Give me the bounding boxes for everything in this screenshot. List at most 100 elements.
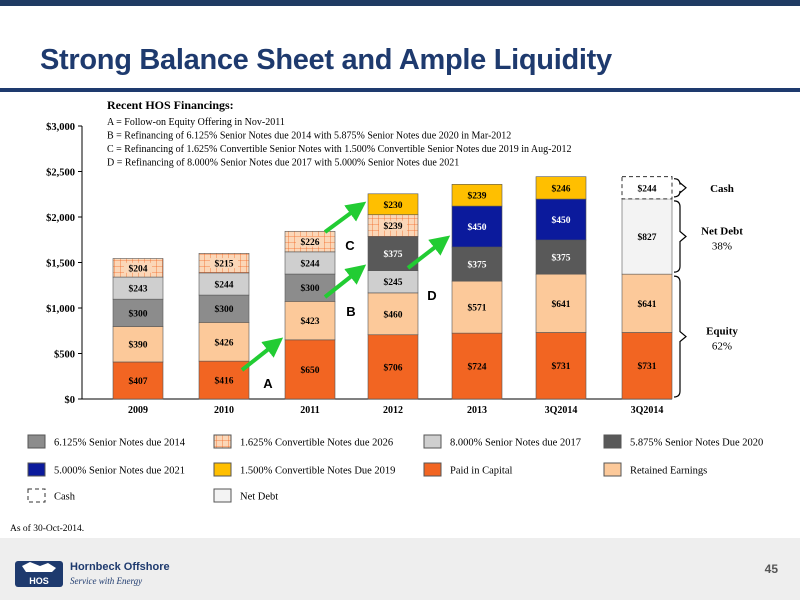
arrow-label: B [346,304,355,319]
annotation-line: A = Follow-on Equity Offering in Nov-201… [107,117,285,128]
data-label: $450 [468,222,487,233]
legend-label: 5.875% Senior Notes Due 2020 [630,438,763,449]
data-label: $450 [552,215,571,226]
page-title: Strong Balance Sheet and Ample Liquidity [40,44,612,76]
bracket-label: Cash [710,183,734,195]
legend-swatch [423,434,442,449]
data-label: $375 [552,253,571,264]
bracket-sublabel: 62% [712,341,732,353]
arrow [406,235,451,270]
annotation-line: D = Refinancing of 8.000% Senior Notes d… [107,158,459,169]
bracket-label: Net Debt [701,226,743,238]
data-label: $300 [129,308,148,319]
y-tick-label: $1,000 [46,304,75,315]
data-label: $244 [301,258,320,269]
legend-swatch [213,434,232,449]
legend-swatch [213,462,232,477]
bracket [673,275,687,398]
bar-segment [367,193,419,216]
logo-text: HOS [29,576,49,586]
arrow-label: D [427,288,436,303]
legend-label: 8.000% Senior Notes due 2017 [450,438,581,449]
legend-swatch [603,434,622,449]
data-label: $239 [468,191,487,202]
legend-swatch [27,462,46,477]
legend-label: 1.500% Convertible Notes Due 2019 [240,466,395,477]
bar-segment [198,294,250,323]
data-label: $460 [384,309,403,320]
company-logo-icon: HOS [15,561,63,587]
data-label: $243 [129,284,148,295]
legend-label: 6.125% Senior Notes due 2014 [54,438,186,449]
data-label-bg [210,258,238,269]
y-tick-label: $2,000 [46,213,75,224]
x-tick-label: 2011 [300,405,319,416]
bracket-sublabel: 38% [712,241,732,253]
legend-swatch [423,462,442,477]
legend-label: Retained Earnings [630,466,707,477]
x-tick-label: 2010 [214,405,234,416]
bar-segment [198,322,250,362]
title-divider [0,88,800,92]
data-label: $650 [301,365,320,376]
data-label: $731 [638,361,657,372]
bracket-label: Equity [706,326,738,338]
bar-segment [112,361,164,400]
x-tick-label: 2013 [467,405,487,416]
bar-segment [284,339,336,400]
data-label: $390 [129,340,148,351]
bar-segment [451,246,503,282]
legend-label: 1.625% Convertible Notes due 2026 [240,438,393,449]
data-label: $731 [552,361,571,372]
legend-swatch [27,434,46,449]
bar-segment [621,176,673,200]
y-tick-label: $2,500 [46,168,75,179]
data-label: $204 [129,263,148,274]
top-accent-bar [0,0,800,6]
footer-bar [0,538,800,600]
y-tick-label: $500 [54,350,75,361]
data-label: $244 [215,279,234,290]
data-label: $641 [552,299,571,310]
annotation-line: B = Refinancing of 6.125% Senior Notes d… [107,131,511,142]
bracket [673,178,687,198]
bar-segment [367,292,419,336]
y-tick-label: $1,500 [46,259,75,270]
arrow [323,201,367,234]
legend-label: 5.000% Senior Notes due 2021 [54,466,185,477]
y-tick-label: $0 [65,395,76,406]
bracket [673,200,687,273]
bar-segment [535,273,587,333]
arrow-label: C [345,238,355,253]
annotation-line: C = Refinancing of 1.625% Convertible Se… [107,144,571,155]
capital-structure-chart: $0 $500 $1,000 $1,500 $2,000 $2,500 $3,000 $407… [27,98,763,503]
legend-label: Paid in Capital [450,466,512,477]
x-tick-label: 3Q2014 [545,405,578,416]
annotation-title: Recent HOS Financings: [107,98,234,112]
bar-segment [535,176,587,200]
data-label: $245 [384,277,403,288]
bar-segment [451,205,503,248]
bar-segment [535,198,587,241]
data-label: $426 [215,337,234,348]
arrow-label: A [263,376,273,391]
data-label: $226 [301,237,320,248]
legend-swatch [213,488,232,503]
arrow [240,337,284,372]
data-label: $706 [384,362,403,373]
data-label: $375 [384,249,403,260]
page-number: 45 [764,562,778,576]
bar-segment [621,332,673,400]
legend-label: Cash [54,492,76,503]
footnote: As of 30-Oct-2014. [10,524,85,534]
x-tick-label: 2012 [383,405,403,416]
bar-segment [451,332,503,400]
bar-segment [451,184,503,207]
data-label: $375 [468,260,487,271]
legend-label: Net Debt [240,492,278,503]
data-label: $300 [301,283,320,294]
data-label: $246 [552,183,571,194]
data-label: $300 [215,304,234,315]
data-label-bg [124,262,152,273]
data-label: $407 [129,376,148,387]
